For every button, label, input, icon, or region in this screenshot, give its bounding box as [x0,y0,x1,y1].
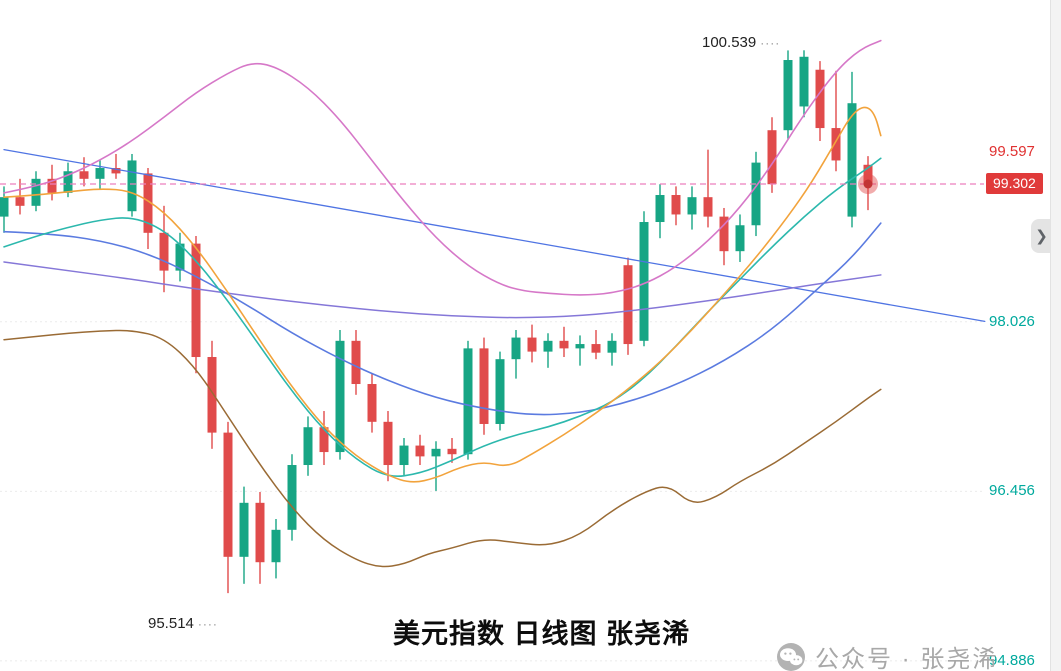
wechat-icon [777,642,805,671]
dotted-leader: ···· [760,36,781,51]
chevron-right-icon: ❯ [1035,228,1048,245]
right-scrollbar[interactable] [1050,0,1061,671]
low-price-label: 95.514 [148,615,194,633]
high-price-label: 100.539 [702,34,757,52]
chart-title: 美元指数 日线图 张尧浠 [393,619,691,649]
axis-price-label: 96.456 [989,482,1035,500]
high-price-annotation: 100.539 ···· [702,34,780,51]
current-price-badge: 99.302 [986,173,1043,194]
expand-panel-button[interactable]: ❯ [1031,219,1052,253]
axis-price-label: 98.026 [989,312,1035,330]
watermark-text: 公众号 · 张尧浠 [815,646,999,671]
axis-price-label: 99.597 [989,143,1035,161]
low-price-annotation: 95.514 ···· [148,615,218,632]
axis-price-label: 94.886 [989,651,1035,669]
price-axis: 99.597 99.302 98.026 96.456 94.886 [986,0,1061,671]
dotted-leader: ···· [197,617,218,632]
watermark: 公众号 · 张尧浠 [776,639,998,671]
